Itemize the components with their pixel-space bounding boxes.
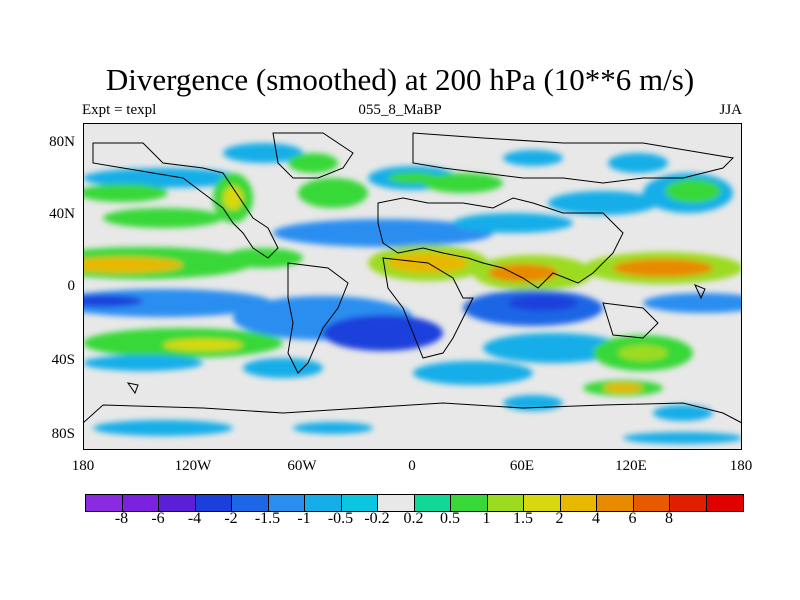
colorbar-label: 4 [592, 510, 600, 527]
colorbar [85, 494, 744, 512]
colorbar-box [670, 495, 707, 511]
colorbar-box [451, 495, 488, 511]
y-tick-40s: 40S [51, 352, 75, 368]
x-tick-180e: 180 [729, 458, 753, 474]
colorbar-label: 1 [482, 510, 491, 527]
colorbar-box [122, 495, 159, 511]
x-tick-120e: 120E [615, 458, 647, 474]
run-label: 055_8_MaBP [358, 102, 442, 118]
x-tick-60w: 60W [287, 458, 317, 474]
colorbar-label: 6 [628, 510, 637, 527]
y-tick-80s: 80S [51, 426, 75, 442]
y-tick-0: 0 [67, 278, 76, 294]
colorbar-label: 1.5 [513, 510, 533, 527]
colorbar-box [268, 495, 305, 511]
colorbar-box [378, 495, 415, 511]
x-tick-60e: 60E [509, 458, 535, 474]
divergence-map [83, 123, 742, 450]
colorbar-label: -0.2 [364, 510, 390, 527]
colorbar-label: -2 [224, 510, 238, 527]
y-tick-80n: 80N [49, 134, 75, 150]
colorbar-box [305, 495, 342, 511]
x-tick-120w: 120W [174, 458, 212, 474]
colorbar-label: -8 [114, 510, 129, 527]
colorbar-box [86, 495, 123, 511]
colorbar-label: 0.2 [403, 510, 424, 527]
colorbar-label: -1 [297, 510, 311, 527]
colorbar-label: -1.5 [254, 510, 281, 527]
colorbar-box [195, 495, 232, 511]
plot-title: Divergence (smoothed) at 200 hPa (10**6 … [105, 62, 695, 97]
colorbar-box [706, 495, 743, 511]
colorbar-box [232, 495, 269, 511]
colorbar-label: -4 [187, 510, 202, 527]
colorbar-label: -6 [151, 510, 165, 527]
colorbar-box [633, 495, 670, 511]
x-tick-0: 0 [408, 458, 416, 474]
colorbar-label: 0.5 [440, 510, 460, 527]
colorbar-box [524, 495, 561, 511]
colorbar-box [597, 495, 634, 511]
colorbar-box [159, 495, 196, 511]
coastlines [83, 132, 742, 424]
y-tick-40n: 40N [49, 206, 75, 222]
season-label: JJA [719, 102, 742, 118]
experiment-label: Expt = texpl [82, 102, 157, 118]
colorbar-box [560, 495, 597, 511]
colorbar-label: 2 [555, 510, 564, 527]
x-tick-180w: 180 [71, 458, 95, 474]
colorbar-box [341, 495, 378, 511]
colorbar-label: 8 [665, 510, 673, 527]
colorbar-box [414, 495, 451, 511]
colorbar-box [487, 495, 524, 511]
divergence-field [83, 143, 742, 444]
colorbar-label: -0.5 [327, 510, 354, 527]
